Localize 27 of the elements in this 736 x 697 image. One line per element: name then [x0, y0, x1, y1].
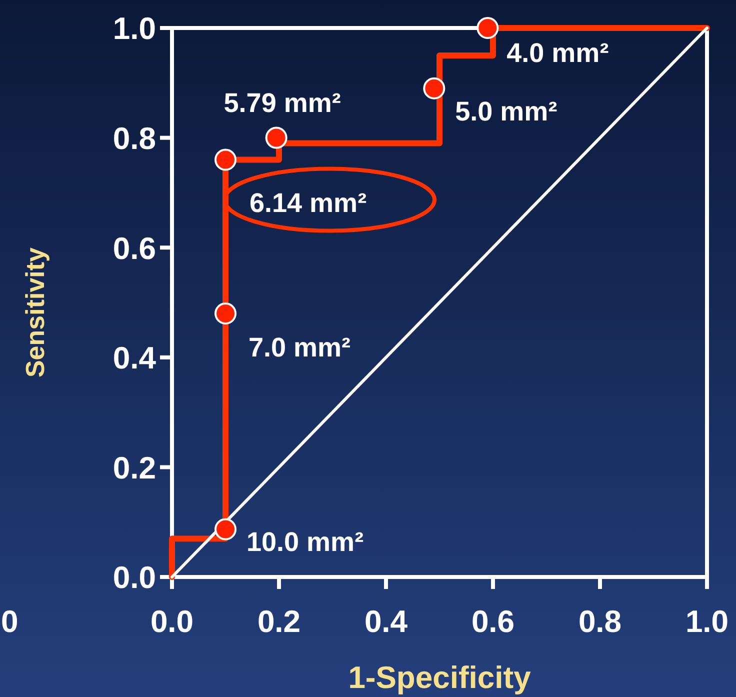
y-tick-label: 0.0	[112, 560, 156, 596]
x-tick-label: 0.8	[578, 604, 622, 639]
point	[214, 148, 236, 171]
point	[214, 302, 236, 324]
annotation: 5.79 mm²	[224, 88, 341, 118]
point	[476, 17, 499, 39]
y-tick-label: 0.4	[112, 340, 157, 376]
x-tick-label: 0.6	[471, 604, 515, 639]
y-tick-label: 0.8	[112, 120, 156, 156]
point	[265, 126, 288, 149]
annotation: 6.14 mm²	[250, 188, 367, 218]
point	[214, 518, 236, 540]
y-axis-title: Sensitivity	[20, 246, 50, 378]
x-tick-label: 0.4	[364, 604, 408, 639]
point	[423, 77, 446, 100]
text: 0	[1, 604, 18, 639]
y-tick-label: 0.6	[112, 230, 156, 266]
annotation: 4.0 mm²	[506, 38, 609, 68]
annotation: 10.0 mm²	[246, 527, 364, 558]
annotation: 7.0 mm²	[248, 332, 351, 362]
y-tick-label: 0.2	[112, 450, 156, 486]
x-tick-label: 0.0	[150, 604, 194, 639]
x-tick-label: 1.0	[685, 604, 729, 639]
x-tick-label: 0.2	[257, 604, 301, 639]
y-tick-label: 1.0	[112, 11, 156, 46]
x-axis-title: 1-Specificity	[348, 660, 532, 695]
annotation: 5.0 mm²	[455, 96, 558, 126]
